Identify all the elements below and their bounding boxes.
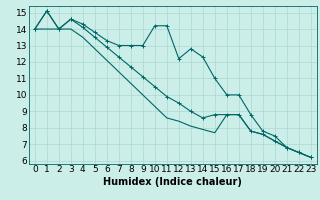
X-axis label: Humidex (Indice chaleur): Humidex (Indice chaleur) (103, 177, 242, 187)
